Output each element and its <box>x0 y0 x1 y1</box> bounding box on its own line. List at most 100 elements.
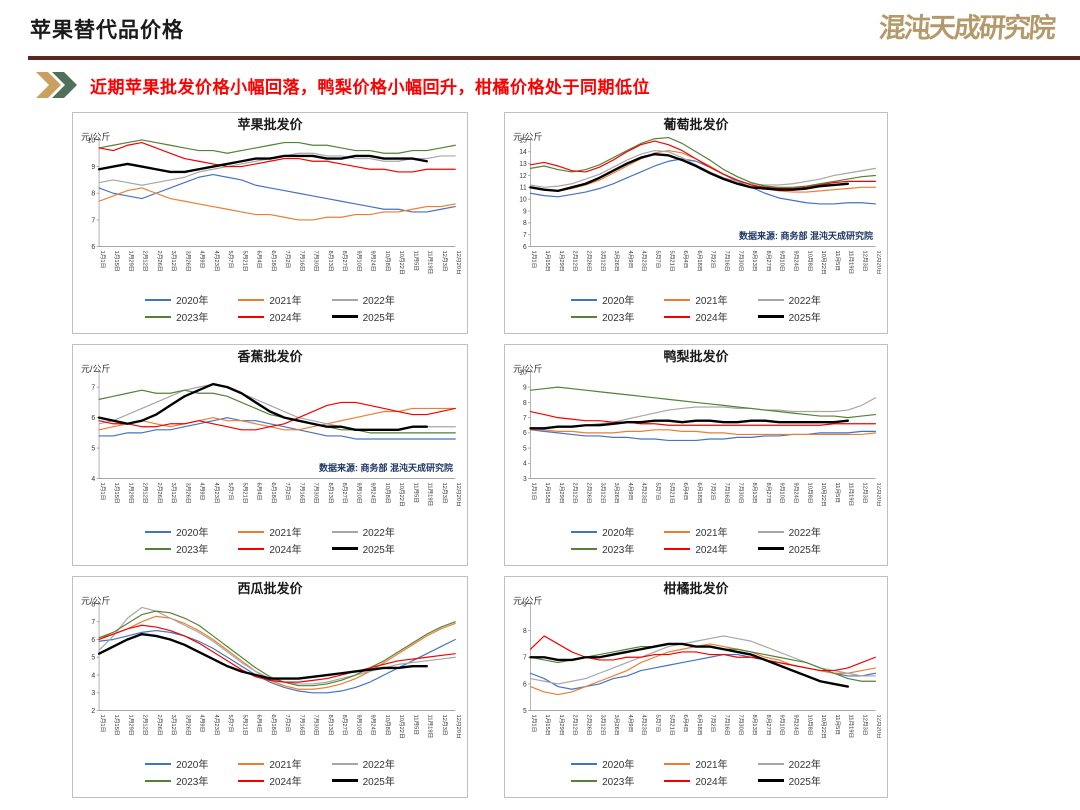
legend-swatch <box>757 530 784 533</box>
series-line-2023年 <box>98 610 456 687</box>
chart-panel-banana: 香蕉批发价 元/公斤 4 5 6 7 1月1日 1月15日 1月29日 2月12日 2月26日 3… <box>72 344 468 566</box>
x-tick-label: 3月12日 <box>599 715 606 736</box>
x-tick-label: 6月4日 <box>256 251 263 269</box>
legend-label: 2021年 <box>695 296 728 307</box>
x-tick-label: 3月12日 <box>170 251 177 272</box>
x-tick-label: 9月24日 <box>793 715 800 736</box>
legend-item: 2024年 <box>238 773 302 788</box>
x-tick-label: 5月7日 <box>655 251 662 269</box>
x-tick-label: 8月13日 <box>751 715 758 736</box>
legend-swatch <box>331 779 358 782</box>
y-tick-label: 7 <box>523 654 527 661</box>
x-tick-label: 11月5日 <box>412 251 419 272</box>
legend-label: 2022年 <box>788 528 821 539</box>
x-tick-label: 9月10日 <box>356 715 363 736</box>
chart-panel-watermelon: 西瓜批发价 元/公斤 2 3 4 5 6 7 8 1月1日 1月15日 1月29日 2月12日 2月2… <box>72 576 468 798</box>
x-tick-label: 8月27日 <box>765 715 772 736</box>
brand-logo: 混沌天成研究院 <box>877 13 1055 44</box>
legend-item: 2021年 <box>238 524 302 539</box>
x-tick-label: 9月10日 <box>779 483 786 504</box>
x-tick-label: 5月21日 <box>241 483 248 504</box>
chart-panel-citrus: 柑橘批发价 元/公斤 5 6 7 8 9 1月1日 1月15日 1月29日 2月12日 2月26日… <box>504 576 888 798</box>
chart-panel-apple: 苹果批发价 元/公斤 6 7 8 9 10 1月1日 1月15日 1月29日 2月12日 2月26… <box>72 112 468 334</box>
x-tick-label: 1月1日 <box>530 715 537 733</box>
legend-label: 2020年 <box>176 760 209 771</box>
legend-swatch <box>571 530 598 533</box>
legend-swatch <box>238 779 265 782</box>
legend-item: 2025年 <box>757 309 821 324</box>
data-source-note: 数据来源: 商务部 混沌天成研究院 <box>319 463 453 473</box>
y-axis-unit: 元/公斤 <box>81 364 111 374</box>
x-tick-label: 7月16日 <box>724 715 731 736</box>
y-tick-label: 8 <box>91 601 95 608</box>
x-tick-label: 1月15日 <box>544 251 551 272</box>
x-tick-label: 1月29日 <box>558 251 565 272</box>
x-tick-label: 8月13日 <box>327 715 334 736</box>
legend-label: 2023年 <box>176 313 209 324</box>
x-tick-label: 12月20日 <box>875 715 881 739</box>
chart-legend: 2020年 2021年 2022年 2023年 2024年 2025年 <box>79 292 461 324</box>
series-line-2020年 <box>98 173 456 213</box>
y-axis-unit: 元/公斤 <box>513 596 543 606</box>
series-line-2022年 <box>98 606 456 685</box>
legend-label: 2023年 <box>176 777 209 788</box>
legend-item: 2020年 <box>145 524 208 539</box>
chart-legend: 2020年 2021年 2022年 2023年 2024年 2025年 <box>511 524 881 556</box>
x-tick-label: 9月10日 <box>779 715 786 736</box>
x-tick-label: 6月18日 <box>270 251 277 272</box>
legend-swatch <box>571 762 598 765</box>
legend-label: 2021年 <box>269 296 302 307</box>
x-tick-label: 6月4日 <box>256 715 263 733</box>
chart-title: 鸭梨批发价 <box>663 349 729 364</box>
x-tick-label: 7月2日 <box>284 715 291 733</box>
chart-canvas: 4 5 6 7 1月1日 1月15日 1月29日 2月12日 2月26日 3月12日 3月26日 4月… <box>91 371 461 507</box>
x-tick-label: 6月18日 <box>696 715 703 736</box>
x-tick-label: 11月19日 <box>848 715 855 739</box>
x-tick-label: 7月30日 <box>313 251 320 272</box>
y-tick-label: 7 <box>91 384 95 391</box>
x-tick-label: 3月12日 <box>599 483 606 504</box>
x-tick-label: 12月3日 <box>862 251 869 272</box>
x-tick-label: 2月12日 <box>142 715 149 736</box>
chart-plot-area: 5 6 7 8 9 1月1日 1月15日 1月29日 2月12日 2月26日 3月12日 3月26日 4… <box>511 598 881 756</box>
legend-label: 2025年 <box>362 313 395 324</box>
x-tick-label: 1月1日 <box>99 483 106 501</box>
x-tick-label: 7月16日 <box>298 715 305 736</box>
x-tick-label: 2月12日 <box>572 251 579 272</box>
x-tick-label: 8月27日 <box>765 483 772 504</box>
x-tick-label: 12月3日 <box>862 483 869 504</box>
x-tick-label: 1月15日 <box>113 483 120 504</box>
x-tick-label: 1月29日 <box>127 715 134 736</box>
y-tick-label: 9 <box>91 164 95 171</box>
y-tick-label: 9 <box>523 384 527 391</box>
x-tick-label: 11月5日 <box>834 251 841 272</box>
x-tick-label: 12月3日 <box>441 251 448 272</box>
x-tick-label: 7月30日 <box>737 715 744 736</box>
x-tick-label: 9月10日 <box>779 251 786 272</box>
legend-item: 2020年 <box>571 292 634 307</box>
x-tick-label: 4月9日 <box>199 251 206 269</box>
y-axis-unit: 元/公斤 <box>81 596 111 606</box>
x-tick-label: 6月18日 <box>696 483 703 504</box>
y-tick-label: 7 <box>523 232 527 239</box>
legend-label: 2020年 <box>602 296 635 307</box>
series-line-2024年 <box>98 141 456 173</box>
legend-swatch <box>757 298 784 301</box>
legend-swatch <box>331 315 358 318</box>
data-source-note: 数据来源: 商务部 混沌天成研究院 <box>739 231 873 241</box>
x-tick-label: 8月27日 <box>341 715 348 736</box>
x-tick-label: 4月23日 <box>641 251 648 272</box>
x-tick-label: 11月19日 <box>427 483 434 507</box>
x-tick-label: 7月16日 <box>724 251 731 272</box>
series-line-2020年 <box>529 429 877 442</box>
series-line-2023年 <box>529 386 877 419</box>
x-tick-label: 12月20日 <box>455 483 461 507</box>
legend-label: 2022年 <box>362 528 395 539</box>
y-tick-label: 8 <box>523 628 527 635</box>
series-line-2023年 <box>98 139 456 154</box>
x-tick-label: 1月29日 <box>127 483 134 504</box>
x-tick-label: 7月16日 <box>724 483 731 504</box>
x-tick-label: 12月20日 <box>875 251 881 275</box>
x-tick-label: 12月3日 <box>441 483 448 504</box>
y-tick-label: 7 <box>523 415 527 422</box>
